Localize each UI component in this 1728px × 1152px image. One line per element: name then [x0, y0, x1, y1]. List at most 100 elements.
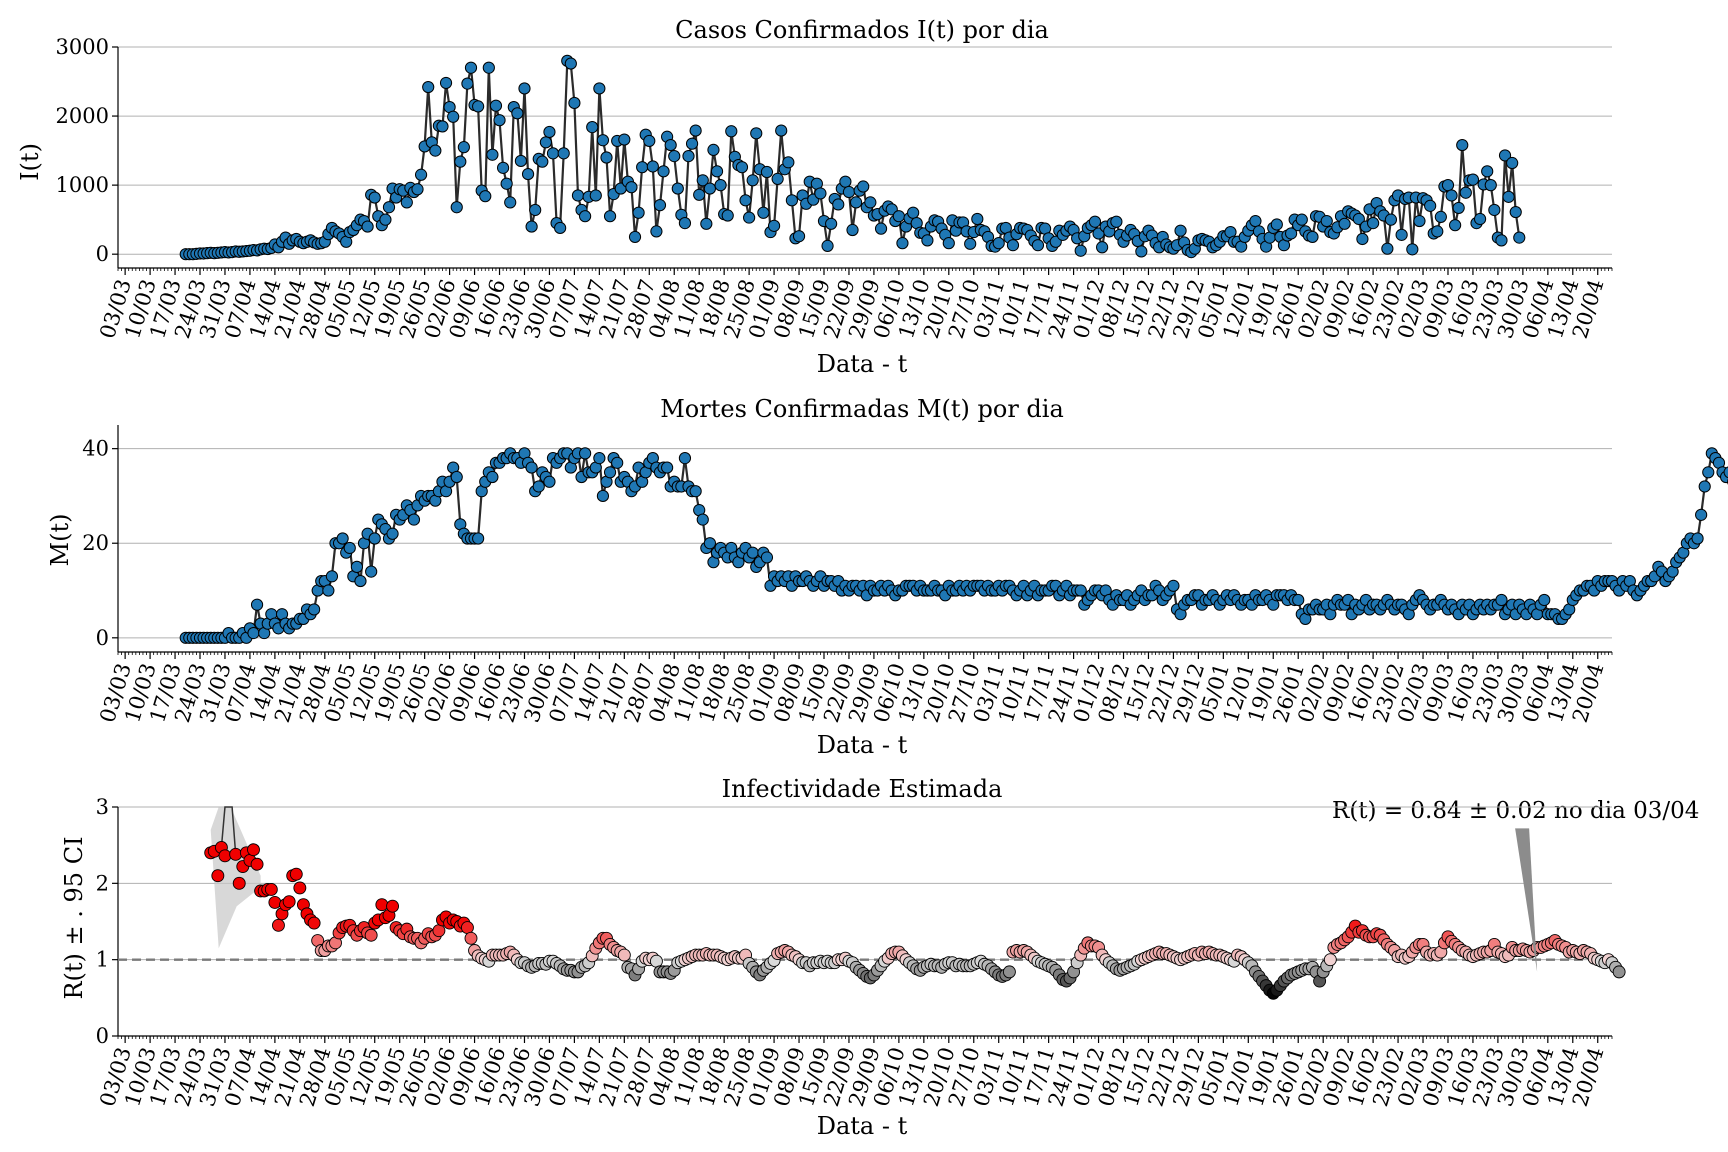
data-point [368, 191, 381, 204]
data-point [1135, 245, 1148, 258]
data-point [821, 239, 834, 252]
data-point [1174, 224, 1187, 237]
data-point [1481, 165, 1494, 178]
data-point [1413, 214, 1426, 228]
data-point [336, 532, 349, 545]
data-point [1320, 214, 1333, 228]
data-point [1502, 190, 1515, 203]
data-point [743, 211, 756, 224]
data-point [564, 57, 577, 70]
data-point [689, 485, 702, 498]
data-point [650, 225, 663, 238]
data-point [735, 161, 749, 174]
data-point [518, 82, 531, 95]
data-point [1249, 214, 1262, 228]
data-point [578, 447, 592, 460]
data-point [289, 867, 303, 881]
data-point [464, 931, 478, 945]
data-point [825, 217, 838, 230]
data-point [325, 570, 339, 583]
data-point [247, 626, 260, 640]
data-point [892, 210, 905, 223]
data-point [896, 237, 909, 250]
data-point [439, 76, 453, 90]
data-point [864, 196, 877, 209]
data-point [721, 209, 734, 222]
data-point [771, 172, 784, 186]
data-point [521, 167, 535, 181]
data-point [775, 124, 788, 137]
data-point [546, 147, 560, 160]
data-point [1691, 532, 1704, 545]
data-point [472, 532, 485, 545]
y-tick-label: 3 [96, 795, 109, 819]
data-point [1088, 215, 1102, 228]
data-point [792, 230, 806, 243]
data-point [589, 189, 602, 202]
data-point [386, 527, 399, 540]
data-point [1459, 186, 1472, 199]
data-point [264, 882, 278, 896]
data-point [343, 541, 356, 555]
data-point [1702, 466, 1715, 479]
data-point [1498, 149, 1512, 162]
data-point [457, 141, 470, 154]
data-point [307, 916, 321, 930]
y-tick-label: 20 [82, 531, 109, 555]
data-point [1495, 593, 1508, 607]
data-point [603, 210, 617, 223]
data-point [361, 220, 374, 233]
data-point [586, 121, 599, 134]
data-point [964, 237, 977, 250]
data-point [543, 125, 556, 139]
data-point [571, 189, 585, 202]
data-point [857, 180, 870, 193]
data-point [725, 125, 738, 138]
y-tick-label: 2 [96, 871, 109, 895]
data-point [746, 546, 759, 559]
data-point [921, 234, 934, 247]
data-point [636, 161, 649, 174]
data-point [554, 221, 567, 235]
r-annotation: R(t) = 0.84 ± 0.02 no dia 03/04 [1332, 798, 1699, 824]
y-tick-label: 0 [96, 1024, 109, 1048]
data-point [689, 124, 702, 137]
data-point [432, 924, 446, 938]
data-point [229, 847, 243, 861]
panel-deaths-title: Mortes Confirmadas M(t) por dia [660, 395, 1064, 423]
data-point [461, 77, 474, 90]
y-tick-label: 1 [96, 948, 109, 972]
data-point [1431, 225, 1444, 238]
data-point [700, 217, 713, 230]
data-point [1295, 213, 1308, 226]
data-point [1074, 244, 1087, 257]
panel-cases-xlabel: Data - t [817, 350, 908, 378]
data-point [593, 452, 606, 465]
data-point [750, 127, 763, 140]
data-point [593, 82, 606, 95]
data-point [536, 155, 549, 168]
data-point [354, 574, 367, 588]
data-point [504, 196, 517, 209]
y-tick-label: 2000 [56, 104, 109, 128]
data-point [760, 165, 774, 179]
data-point [693, 188, 706, 201]
y-tick-label: 0 [96, 242, 109, 266]
data-point [368, 532, 381, 545]
data-point [1074, 584, 1087, 597]
data-point [1441, 179, 1455, 192]
data-point [414, 168, 428, 181]
data-point [603, 466, 617, 479]
data-point [696, 513, 709, 526]
data-point [1456, 138, 1469, 152]
panel-cases: Casos Confirmados I(t) por dia Data - t … [16, 16, 1613, 378]
data-point [250, 857, 264, 871]
data-point [500, 177, 513, 190]
data-point [661, 461, 674, 474]
data-point [942, 237, 955, 250]
data-point [1323, 953, 1337, 967]
data-point [746, 174, 759, 187]
data-point [1612, 965, 1626, 979]
data-point [649, 954, 663, 968]
data-point [268, 895, 282, 909]
